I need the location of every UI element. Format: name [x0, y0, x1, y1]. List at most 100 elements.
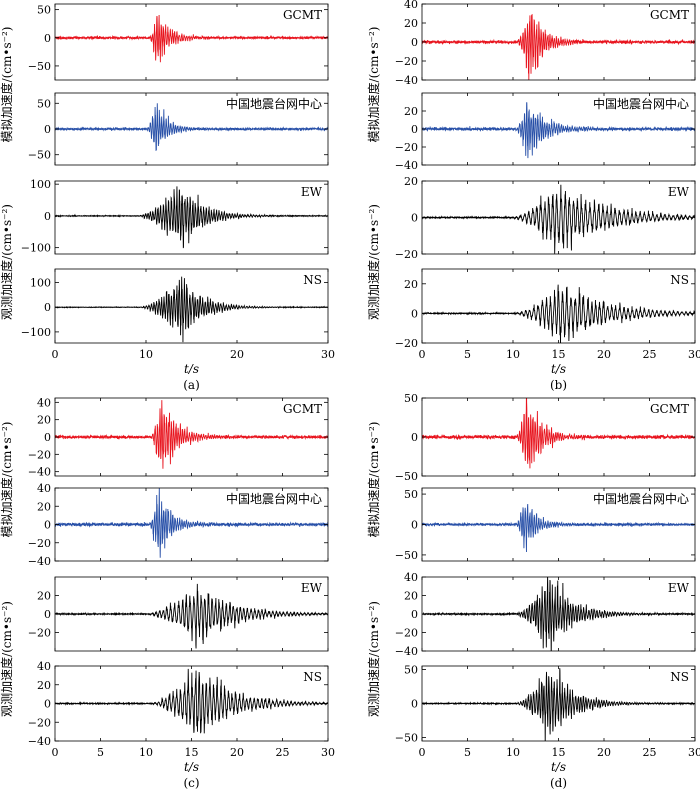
y-tick-label: 40: [37, 482, 51, 495]
series-line: [422, 668, 695, 741]
x-tick-label: 10: [506, 746, 520, 759]
x-axis-label: t/s: [551, 362, 566, 376]
y-tick-label: 20: [37, 679, 51, 692]
panel-label: (b): [550, 378, 567, 392]
y-tick-label: 20: [37, 414, 51, 427]
series-name: GCMT: [283, 402, 322, 416]
series-line: [422, 284, 695, 343]
y-tick-label: 0: [411, 307, 418, 320]
panel-label: (d): [550, 776, 567, 790]
subplot-3: −20 0 20 EW: [28, 576, 329, 652]
y-tick-label: −40: [395, 645, 418, 658]
x-tick-label: 15: [185, 746, 199, 759]
y-tick-label: 20: [404, 105, 418, 118]
y-tick-label: 20: [404, 17, 418, 30]
y-tick-label: 0: [44, 431, 51, 444]
y-tick-label: 0: [44, 608, 51, 621]
y-tick-label: 0: [411, 698, 418, 711]
y-tick-label: 50: [37, 97, 51, 110]
y-tick-label: 40: [404, 571, 418, 584]
y-tick-label: 50: [404, 663, 418, 676]
y-tick-label: 50: [404, 488, 418, 501]
x-tick-label: 0: [52, 348, 59, 361]
y-tick-label: −100: [21, 326, 51, 339]
x-tick-label: 20: [230, 746, 244, 759]
x-tick-label: 30: [321, 348, 335, 361]
subplot-2: −50 0 50 中国地震台网中心: [395, 487, 696, 562]
y-tick-label: 0: [411, 212, 418, 225]
y-tick-label: −100: [21, 242, 51, 255]
y-tick-label: −20: [395, 55, 418, 68]
x-tick-label: 10: [139, 348, 153, 361]
series-line: [422, 102, 695, 159]
series-name: GCMT: [283, 8, 322, 22]
subplot-3: −100 0 100 EW: [21, 178, 329, 255]
series-line: [55, 103, 328, 151]
y-axis-label-simulated: 模拟加速度/(cm•s⁻²): [0, 422, 14, 538]
x-tick-label: 10: [139, 746, 153, 759]
x-tick-label: 5: [97, 746, 104, 759]
subplot-4: −100 0 100 NS: [21, 268, 329, 344]
subplot-2: −40 −20 0 20 40 中国地震台网中心: [28, 482, 329, 568]
x-tick-label: 30: [688, 746, 700, 759]
y-axis-label-observed: 观测加速度/(cm•s⁻²): [366, 204, 381, 320]
series-name: NS: [670, 273, 689, 287]
x-axis-label: t/s: [184, 362, 199, 376]
y-tick-label: 20: [37, 500, 51, 513]
y-tick-label: −20: [28, 627, 51, 640]
series-line: [422, 184, 695, 254]
x-tick-label: 0: [419, 746, 426, 759]
x-tick-label: 20: [230, 348, 244, 361]
axes-frame: [54, 3, 329, 81]
series-line: [422, 14, 695, 80]
y-tick-label: −20: [28, 537, 51, 550]
panel-label: (c): [183, 776, 199, 790]
subplot-3: −20 0 20 EW: [395, 175, 696, 261]
y-tick-label: 0: [44, 519, 51, 532]
y-axis-label-simulated: 模拟加速度/(cm•s⁻²): [0, 27, 14, 143]
series-name: 中国地震台网中心: [593, 96, 689, 111]
y-tick-label: 100: [30, 178, 51, 191]
y-tick-label: 0: [411, 608, 418, 621]
subplot-1: −40 −20 0 20 40 GCMT: [28, 396, 329, 479]
y-tick-label: 0: [44, 210, 51, 223]
series-line: [422, 503, 695, 552]
y-tick-label: 100: [30, 277, 51, 290]
y-tick-label: 50: [37, 4, 51, 17]
y-tick-label: 0: [44, 32, 51, 45]
x-tick-label: 30: [321, 746, 335, 759]
y-axis-label-simulated: 模拟加速度/(cm•s⁻²): [366, 27, 381, 143]
y-tick-label: −20: [28, 448, 51, 461]
x-tick-label: 0: [419, 348, 426, 361]
series-name: 中国地震台网中心: [593, 491, 689, 506]
x-tick-label: 20: [597, 348, 611, 361]
axes-frame: [421, 268, 696, 344]
y-tick-label: 0: [44, 123, 51, 136]
y-tick-label: −20: [395, 627, 418, 640]
series-name: EW: [301, 185, 323, 199]
series-name: NS: [303, 273, 322, 287]
y-tick-label: 0: [411, 36, 418, 49]
axes-frame: [54, 180, 329, 255]
x-tick-label: 25: [276, 746, 290, 759]
y-tick-label: 50: [404, 392, 418, 405]
subplot-3: −40 −20 0 20 40 EW: [395, 571, 696, 658]
x-tick-label: 25: [643, 348, 657, 361]
y-tick-label: −50: [395, 549, 418, 562]
y-axis-label-observed: 观测加速度/(cm•s⁻²): [366, 601, 381, 717]
series-line: [55, 583, 328, 649]
series-name: 中国地震台网中心: [226, 491, 322, 506]
x-tick-label: 20: [597, 746, 611, 759]
y-tick-label: −20: [28, 716, 51, 729]
y-tick-label: −40: [28, 466, 51, 479]
series-name: GCMT: [650, 8, 689, 22]
y-tick-label: −40: [395, 74, 418, 87]
y-tick-label: 20: [404, 590, 418, 603]
y-tick-label: 20: [404, 278, 418, 291]
axes-frame: [54, 268, 329, 344]
y-tick-label: −50: [28, 60, 51, 73]
series-name: NS: [670, 670, 689, 684]
series-name: EW: [301, 581, 323, 595]
y-axis-label-simulated: 模拟加速度/(cm•s⁻²): [366, 422, 381, 538]
y-tick-label: 40: [404, 0, 418, 11]
